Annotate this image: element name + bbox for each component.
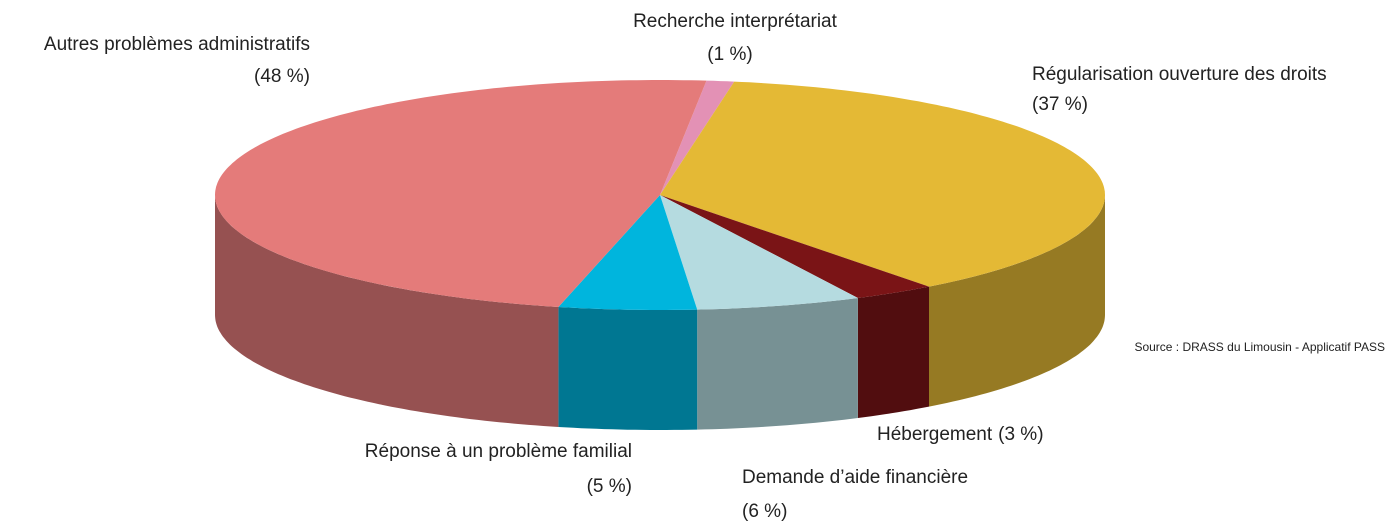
value-label: (3 %) [998,424,1043,445]
slice-label: Hébergement (3 %) [877,424,1044,445]
category-label: Demande d’aide financière [742,467,968,488]
value-label: (6 %) [742,501,787,522]
slice-side [215,195,559,427]
category-label: Régularisation ouverture des droits [1032,64,1327,85]
category-label: Hébergement [877,424,993,445]
slice-side [929,195,1105,407]
slice [660,195,929,298]
slice [660,195,858,310]
value-label: (1 %) [707,44,752,65]
source: Source : DRASS du Limousin - Applicatif … [1134,340,1385,354]
slice [215,80,707,307]
slice-side [697,298,858,430]
slice-side [558,307,698,430]
value-label: (5 %) [587,476,632,497]
category-label: Réponse à un problème familial [365,441,632,462]
slice [558,195,698,310]
value-label: (37 %) [1032,94,1088,115]
category-label: Autres problèmes administratifs [44,34,310,55]
slice [660,81,1105,287]
value-label: (48 %) [254,66,310,87]
category-label: Recherche interprétariat [633,11,838,32]
slice [660,80,735,195]
slice-side [857,286,929,418]
